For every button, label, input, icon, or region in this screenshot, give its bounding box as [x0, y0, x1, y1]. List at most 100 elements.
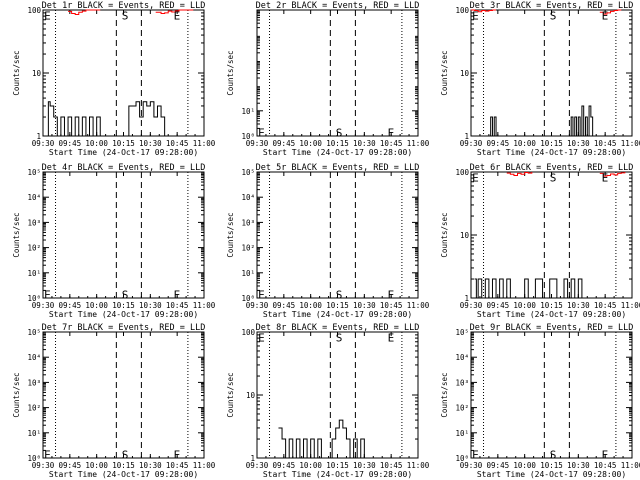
x-tick-label: 09:30	[460, 139, 483, 148]
y-tick-label: 10¹	[27, 269, 41, 278]
x-tick-label: 10:00	[85, 461, 108, 470]
marker-label: S	[122, 9, 129, 22]
x-tick-label: 09:45	[273, 301, 296, 310]
x-tick-label: 09:30	[246, 139, 269, 148]
y-tick-label: 10³	[27, 218, 41, 227]
lld-series	[471, 9, 497, 13]
panel-title: Det 5r BLACK = Events, RED = LLD	[256, 163, 420, 173]
x-tick-label: 10:30	[353, 461, 376, 470]
y-tick-label: 100	[241, 328, 255, 337]
x-tick-label: 10:15	[112, 301, 135, 310]
y-tick-label: 100	[455, 6, 469, 15]
marker-label: E	[388, 331, 395, 344]
panel-det-7: Det 7r BLACK = Events, RED = LLD 09:30 09:…	[12, 323, 216, 479]
y-axis-label: Counts/sec	[440, 212, 449, 257]
marker-label: E	[44, 289, 51, 302]
x-tick-label: 09:30	[246, 461, 269, 470]
x-tick-label: 10:45	[166, 139, 189, 148]
x-tick-label: 09:30	[32, 139, 55, 148]
x-tick-label: 10:45	[166, 301, 189, 310]
x-tick-label: 11:00	[407, 139, 430, 148]
panel-det-8: Det 8r BLACK = Events, RED = LLD 09:30 09:…	[226, 323, 430, 479]
events-series	[43, 101, 176, 137]
y-tick-label: 10¹	[241, 269, 255, 278]
x-tick-label: 09:45	[59, 139, 82, 148]
x-tick-label: 10:45	[380, 461, 403, 470]
y-tick-label: 10⁰	[27, 454, 41, 463]
marker-label: E	[472, 9, 479, 22]
y-tick-label: 10²	[455, 404, 469, 413]
x-tick-label: 11:00	[193, 301, 216, 310]
panel-det-1: Det 1r BLACK = Events, RED = LLD 09:30 09:…	[12, 1, 216, 157]
panel-title: Det 3r BLACK = Events, RED = LLD	[470, 1, 634, 11]
marker-label: E	[174, 9, 181, 22]
y-axis-label: Counts/sec	[12, 372, 21, 417]
x-tick-label: 10:00	[513, 139, 536, 148]
x-tick-label: 09:45	[487, 461, 510, 470]
marker-label: E	[602, 449, 609, 462]
lld-series	[599, 172, 626, 177]
x-tick-label: 09:30	[32, 301, 55, 310]
x-tick-label: 10:00	[299, 301, 322, 310]
events-series	[474, 278, 593, 299]
y-tick-label: 10⁰	[241, 294, 255, 303]
x-axis-label: Start Time (24-Oct-17 09:28:00)	[477, 310, 626, 319]
x-tick-label: 10:30	[353, 301, 376, 310]
panel-title: Det 6r BLACK = Events, RED = LLD	[470, 163, 634, 173]
marker-label: E	[174, 449, 181, 462]
marker-label: E	[258, 289, 265, 302]
y-axis-label: Counts/sec	[440, 50, 449, 95]
panel-det-3: Det 3r BLACK = Events, RED = LLD 09:30 09:…	[440, 1, 640, 157]
x-tick-label: 09:45	[59, 461, 82, 470]
y-tick-label: 1	[464, 294, 469, 303]
x-tick-label: 10:30	[567, 461, 590, 470]
y-tick-label: 10	[460, 69, 470, 78]
x-tick-label: 10:15	[540, 461, 563, 470]
y-axis-label: Counts/sec	[12, 212, 21, 257]
x-tick-label: 09:45	[487, 301, 510, 310]
x-tick-label: 11:00	[193, 461, 216, 470]
marker-label: S	[336, 127, 343, 140]
marker-label: S	[550, 449, 557, 462]
x-tick-label: 10:45	[594, 461, 617, 470]
y-tick-label: 10	[460, 231, 470, 240]
panel-title: Det 4r BLACK = Events, RED = LLD	[42, 163, 206, 173]
plot-frame	[256, 171, 419, 299]
marker-label: E	[472, 171, 479, 184]
y-tick-label: 1	[250, 454, 255, 463]
x-tick-label: 10:30	[353, 139, 376, 148]
y-axis-label: Counts/sec	[226, 212, 235, 257]
x-tick-label: 10:15	[540, 301, 563, 310]
y-tick-label: 10²	[241, 244, 255, 253]
marker-label: E	[388, 289, 395, 302]
y-tick-label: 10⁵	[455, 328, 469, 337]
x-tick-label: 10:00	[299, 461, 322, 470]
x-tick-label: 09:45	[487, 139, 510, 148]
x-tick-label: 11:00	[621, 139, 640, 148]
x-axis-label: Start Time (24-Oct-17 09:28:00)	[263, 148, 412, 157]
y-tick-label: 10⁰	[241, 132, 255, 141]
y-tick-label: 10³	[241, 218, 255, 227]
x-tick-label: 10:15	[326, 139, 349, 148]
x-tick-label: 10:00	[513, 301, 536, 310]
y-tick-label: 10	[246, 391, 256, 400]
panel-det-4: Det 4r BLACK = Events, RED = LLD 09:30 09:…	[12, 163, 216, 319]
x-tick-label: 10:15	[540, 139, 563, 148]
x-tick-label: 10:00	[85, 139, 108, 148]
x-tick-label: 11:00	[407, 301, 430, 310]
marker-label: E	[44, 449, 51, 462]
x-tick-label: 10:30	[567, 301, 590, 310]
x-tick-label: 09:30	[32, 461, 55, 470]
panel-title: Det 9r BLACK = Events, RED = LLD	[470, 323, 634, 333]
lld-series	[506, 172, 533, 176]
x-tick-label: 10:00	[299, 139, 322, 148]
y-tick-label: 10⁴	[27, 353, 41, 362]
x-tick-label: 10:45	[380, 139, 403, 148]
x-tick-label: 10:15	[112, 139, 135, 148]
marker-label: E	[44, 9, 51, 22]
x-axis-label: Start Time (24-Oct-17 09:28:00)	[477, 470, 626, 479]
x-tick-label: 09:30	[460, 461, 483, 470]
y-tick-label: 10⁰	[455, 454, 469, 463]
x-tick-label: 10:30	[139, 301, 162, 310]
y-tick-label: 100	[455, 168, 469, 177]
